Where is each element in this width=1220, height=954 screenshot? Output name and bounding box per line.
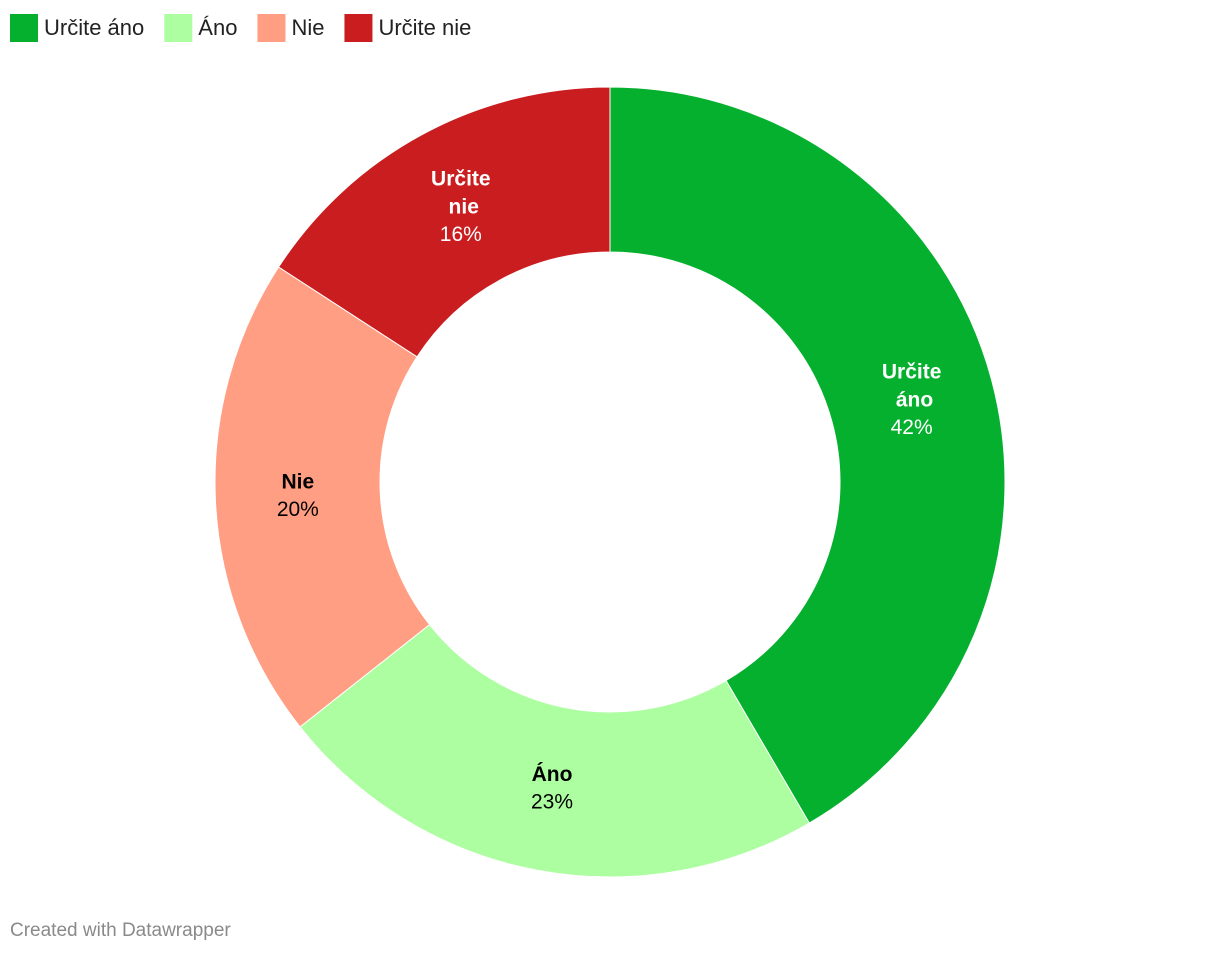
donut <box>214 86 1006 878</box>
slice-value-label: 42% <box>891 416 933 439</box>
slice-value-label: 23% <box>531 791 573 814</box>
slice-labels: Určite áno 42% Áno 23% Nie 20% Určite nie 16% <box>277 167 942 814</box>
legend-text: Nie <box>291 15 324 40</box>
slice-value-label: 20% <box>277 498 319 521</box>
legend-text: Určite nie <box>378 15 471 40</box>
footer: Created with Datawrapper <box>10 920 231 941</box>
slice-label: Určite áno <box>882 360 942 411</box>
legend-text: Určite áno <box>44 15 144 40</box>
slice <box>299 623 810 878</box>
slice <box>214 266 431 728</box>
legend-swatch <box>257 14 286 42</box>
legend: Určite áno Áno Nie Určite nie <box>10 14 471 42</box>
legend-swatch <box>344 14 373 42</box>
slice-label: Áno <box>532 763 573 786</box>
slice <box>609 86 1006 824</box>
slice-value-label: 16% <box>440 223 482 246</box>
legend-swatch <box>164 14 193 42</box>
slice-label: Určite nie <box>431 167 491 218</box>
slice-label: Nie <box>281 470 314 493</box>
slice <box>277 86 611 358</box>
legend-text: Áno <box>198 15 237 40</box>
legend-swatch <box>10 14 38 42</box>
